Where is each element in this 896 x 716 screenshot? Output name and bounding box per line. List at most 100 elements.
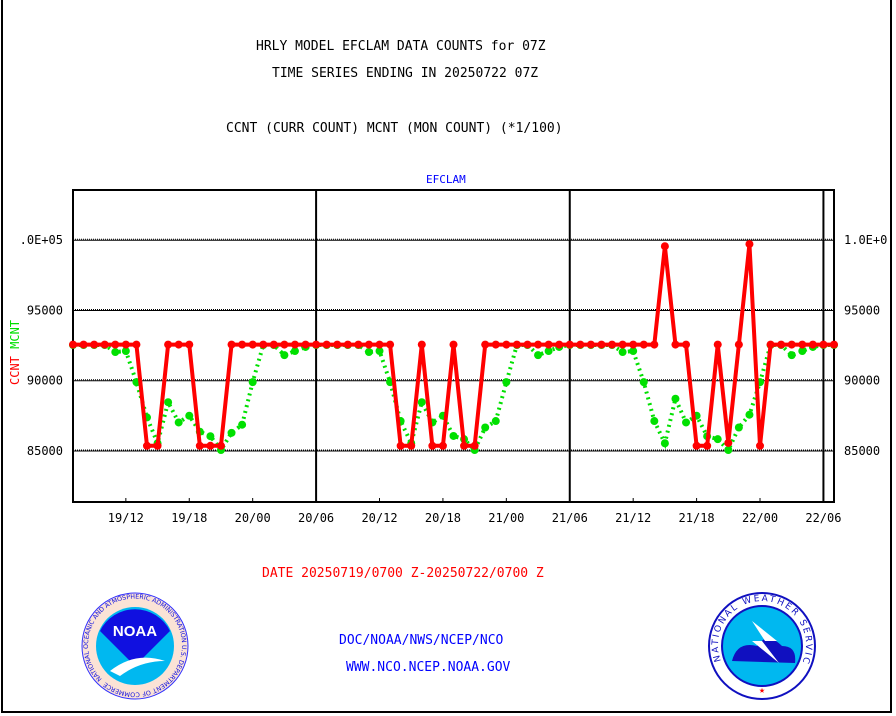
x-tick-label: 20/00 <box>235 511 271 525</box>
data-point-mcnt <box>682 418 691 427</box>
data-point-mcnt <box>375 347 384 356</box>
data-point-ccnt <box>597 340 606 349</box>
data-point-ccnt <box>565 340 574 349</box>
data-point-mcnt <box>185 411 194 420</box>
data-point-ccnt <box>132 340 141 349</box>
noaa-logo-text: NOAA <box>113 623 157 640</box>
date-range-label: DATE 20250719/0700 Z-20250722/0700 Z <box>262 566 544 581</box>
data-point-ccnt <box>428 441 437 450</box>
data-point-ccnt <box>216 441 225 450</box>
data-point-ccnt <box>586 340 595 349</box>
data-point-ccnt <box>608 340 617 349</box>
data-point-ccnt <box>206 441 215 450</box>
data-point-ccnt <box>364 340 373 349</box>
data-point-mcnt <box>660 439 669 448</box>
y-tick-label-right: 90000 <box>844 374 880 388</box>
data-point-ccnt <box>100 340 109 349</box>
data-point-ccnt <box>195 441 204 450</box>
data-point-mcnt <box>618 348 627 357</box>
data-point-ccnt <box>650 340 659 349</box>
x-tick-label: 20/18 <box>425 511 461 525</box>
data-point-mcnt <box>544 347 553 356</box>
x-tick-label: 22/00 <box>742 511 778 525</box>
data-point-ccnt <box>724 438 733 447</box>
data-point-ccnt <box>808 340 817 349</box>
data-point-ccnt <box>248 340 257 349</box>
data-point-mcnt <box>248 378 257 387</box>
y-tick-label-right: 1.0E+0 <box>844 233 887 247</box>
data-point-mcnt <box>745 410 754 419</box>
data-point-ccnt <box>756 441 765 450</box>
data-point-ccnt <box>576 340 585 349</box>
data-point-ccnt <box>777 340 786 349</box>
data-point-ccnt <box>121 340 130 349</box>
data-point-ccnt <box>766 340 775 349</box>
data-point-mcnt <box>364 348 373 357</box>
data-point-ccnt <box>618 340 627 349</box>
data-point-mcnt <box>713 435 722 444</box>
x-tick-label: 21/06 <box>552 511 588 525</box>
y-label-ccnt: CCNT <box>8 349 22 385</box>
chart-subtitle: CCNT (CURR COUNT) MCNT (MON COUNT) (*1/1… <box>226 121 563 136</box>
data-point-ccnt <box>502 340 511 349</box>
data-point-ccnt <box>438 441 447 450</box>
data-point-ccnt <box>280 340 289 349</box>
data-point-ccnt <box>523 340 532 349</box>
data-point-ccnt <box>238 340 247 349</box>
data-point-mcnt <box>481 423 490 432</box>
data-point-ccnt <box>375 340 384 349</box>
data-point-ccnt <box>544 340 553 349</box>
data-point-ccnt <box>386 340 395 349</box>
x-tick-label: 20/12 <box>361 511 397 525</box>
data-point-ccnt <box>671 340 680 349</box>
url-line: WWW.NCO.NCEP.NOAA.GOV <box>346 660 511 675</box>
title-line-2: TIME SERIES ENDING IN 20250722 07Z <box>272 66 539 81</box>
data-point-mcnt <box>639 378 648 387</box>
data-point-mcnt <box>491 417 500 426</box>
data-point-mcnt <box>174 418 183 427</box>
data-point-ccnt <box>290 340 299 349</box>
data-point-ccnt <box>798 340 807 349</box>
data-point-ccnt <box>682 340 691 349</box>
data-point-ccnt <box>185 340 194 349</box>
data-point-mcnt <box>164 398 173 407</box>
org-line: DOC/NOAA/NWS/NCEP/NCO <box>339 633 504 648</box>
data-point-ccnt <box>713 340 722 349</box>
data-point-mcnt <box>787 351 796 360</box>
data-point-ccnt <box>629 340 638 349</box>
data-point-ccnt <box>164 340 173 349</box>
data-point-ccnt <box>90 340 99 349</box>
data-point-mcnt <box>121 347 130 356</box>
data-point-ccnt <box>322 340 331 349</box>
y-tick-label-left: 90000 <box>27 374 63 388</box>
data-point-ccnt <box>555 340 564 349</box>
data-point-ccnt <box>703 441 712 450</box>
data-point-ccnt <box>69 340 77 349</box>
data-point-mcnt <box>534 351 543 360</box>
data-point-mcnt <box>734 423 743 432</box>
data-point-mcnt <box>798 347 807 356</box>
data-point-mcnt <box>227 428 236 437</box>
noaa-logo: NOAA NATIONAL OCEANIC AND ATMOSPHERIC AD… <box>81 592 189 700</box>
nws-logo: NATIONAL WEATHER SERVICE ★ <box>707 591 816 700</box>
y-label-mcnt: MCNT <box>8 320 22 349</box>
data-point-ccnt <box>512 340 521 349</box>
data-point-mcnt <box>629 347 638 356</box>
data-point-ccnt <box>692 441 701 450</box>
y-tick-label-left: 95000 <box>27 303 63 317</box>
data-point-ccnt <box>819 340 828 349</box>
y-tick-label-right: 95000 <box>844 303 880 317</box>
x-tick-label: 19/18 <box>171 511 207 525</box>
data-point-ccnt <box>534 340 543 349</box>
data-point-ccnt <box>491 340 500 349</box>
data-point-ccnt <box>142 441 151 450</box>
y-tick-label-left: .0E+05 <box>20 233 63 247</box>
data-point-ccnt <box>79 340 88 349</box>
data-point-ccnt <box>407 441 416 450</box>
y-tick-label-right: 85000 <box>844 444 880 458</box>
data-point-mcnt <box>206 432 215 441</box>
title-line-1: HRLY MODEL EFCLAM DATA COUNTS for 07Z <box>256 39 546 54</box>
data-point-ccnt <box>259 340 268 349</box>
data-point-ccnt <box>312 340 321 349</box>
